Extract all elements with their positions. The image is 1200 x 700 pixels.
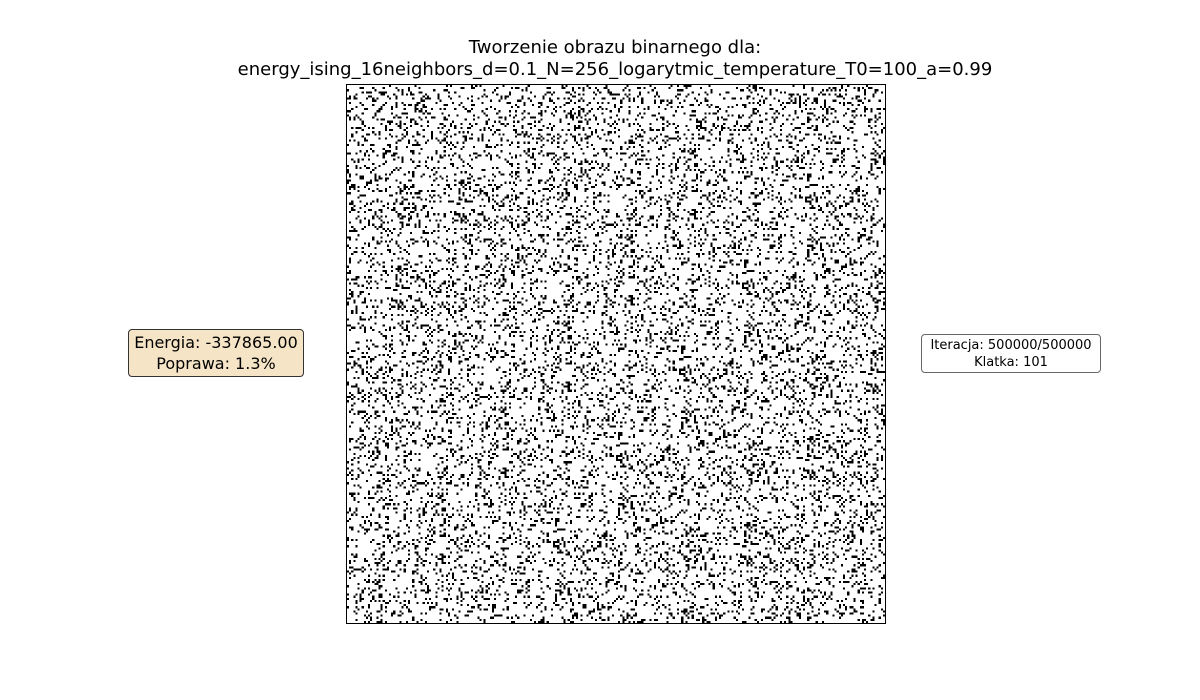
improvement-label: Poprawa: 1.3%: [156, 354, 276, 373]
iteration-label: Iteracja: 500000/500000: [930, 338, 1092, 353]
energy-info-box: Energia: -337865.00 Poprawa: 1.3%: [128, 329, 304, 377]
title-line-1: Tworzenie obrazu binarnego dla:: [468, 37, 762, 58]
frame-label: Klatka: 101: [974, 355, 1048, 370]
energy-label: Energia: -337865.00: [134, 333, 298, 352]
binary-image-frame: [346, 84, 886, 624]
binary-image: [347, 85, 885, 623]
iteration-info-box: Iteracja: 500000/500000 Klatka: 101: [921, 334, 1101, 373]
title-line-2: energy_ising_16neighbors_d=0.1_N=256_log…: [237, 59, 993, 80]
